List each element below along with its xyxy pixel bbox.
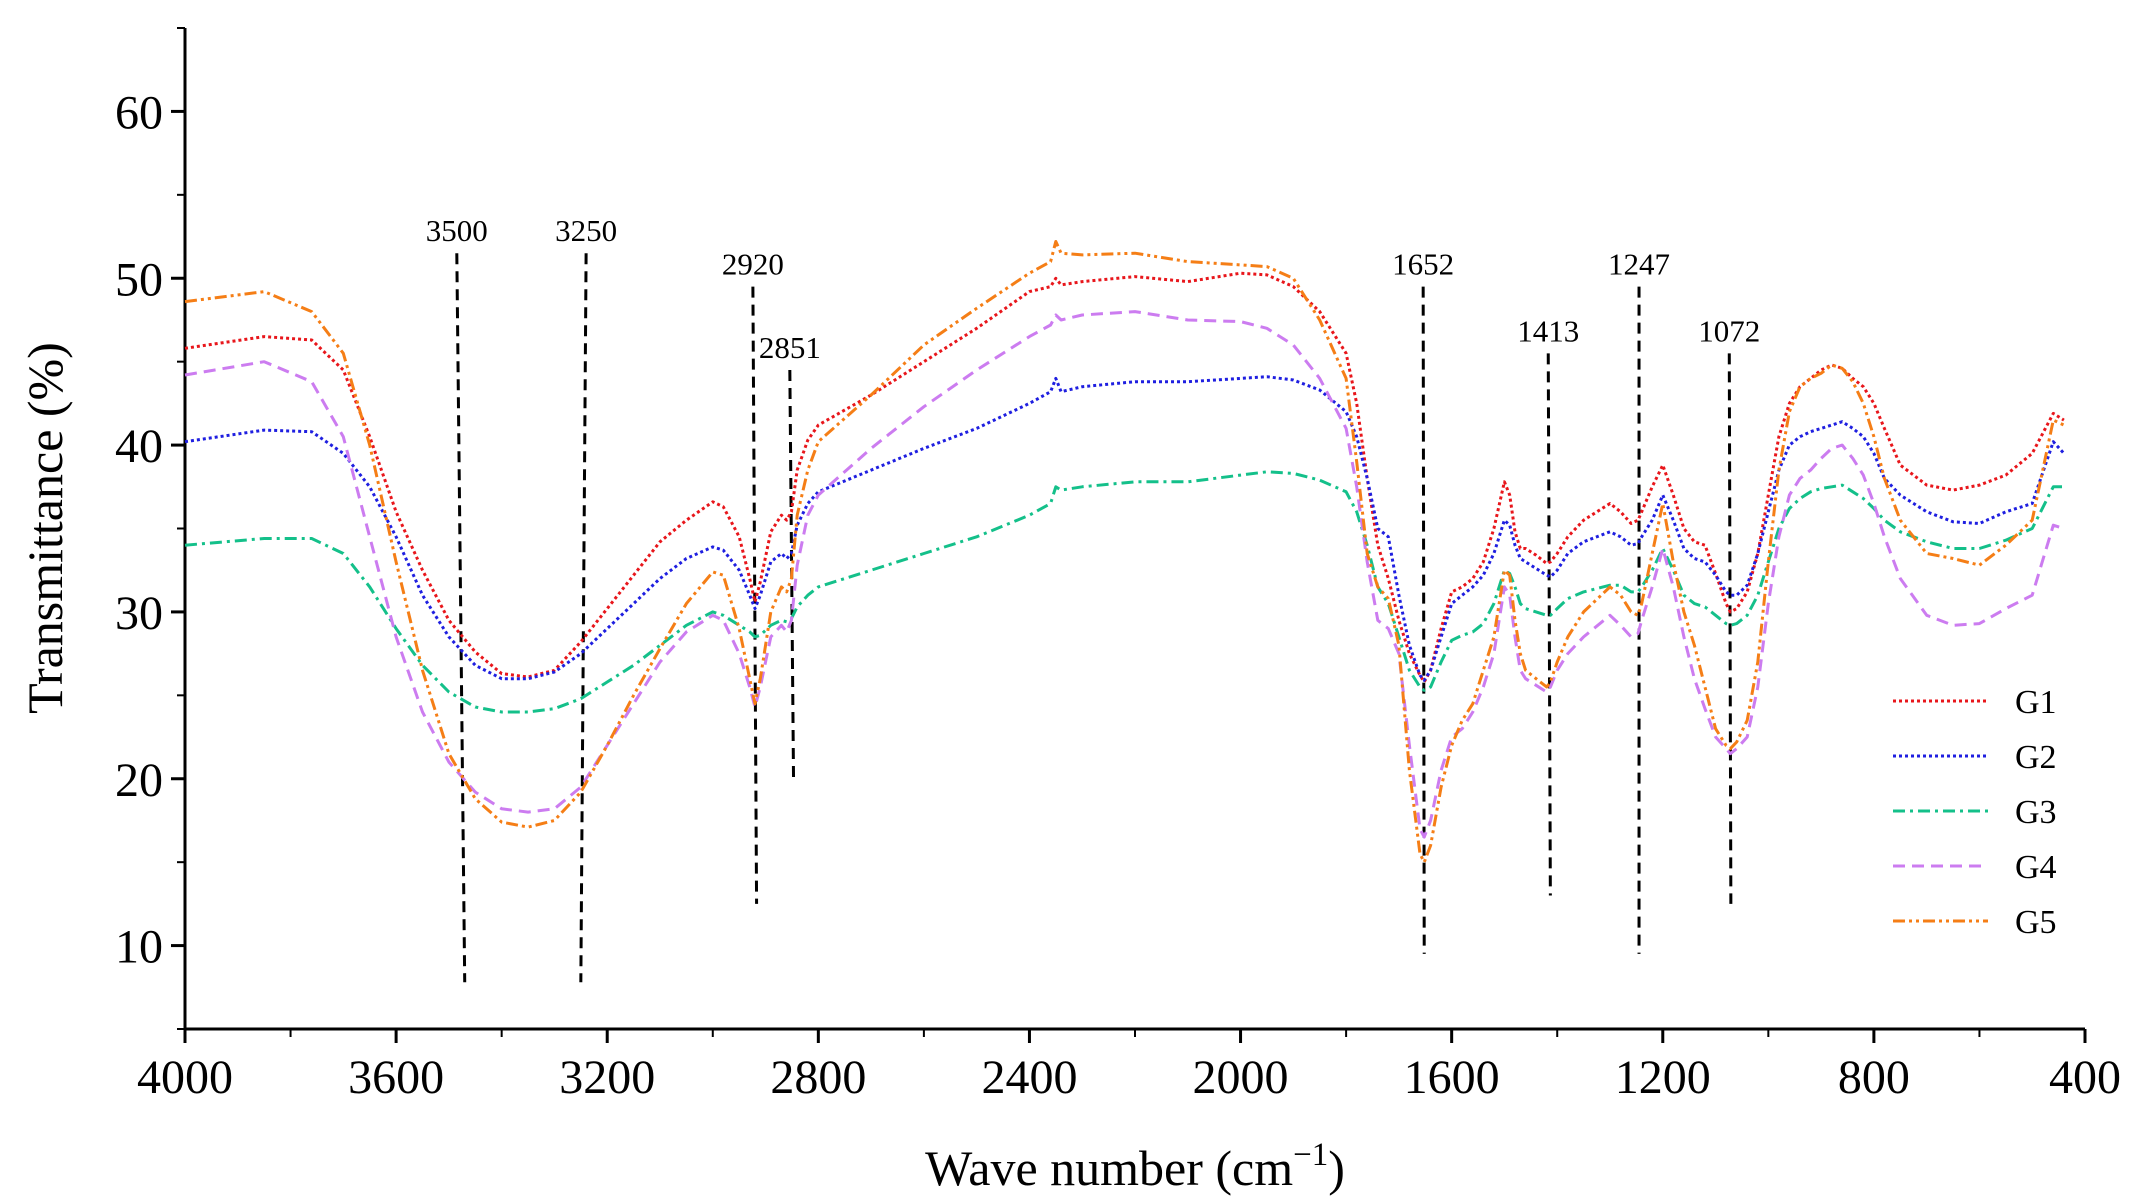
legend: G1 G2 G3 G4 G5 <box>1893 684 2057 941</box>
legend-label-g4: G4 <box>2015 849 2057 886</box>
y-tick-label-40: 40 <box>115 420 163 473</box>
annotation-line-3500 <box>455 253 467 983</box>
y-tick-label-50: 50 <box>115 253 163 306</box>
annotation-line-3250 <box>579 253 588 983</box>
y-ticks: 10 20 30 40 50 60 <box>115 27 185 1030</box>
peak-annotations: 3500 3250 2920 2851 1652 1413 1247 1072 <box>426 213 1760 983</box>
x-axis: 4000 3600 3200 2800 2400 2000 1600 1200 800 400 W… <box>137 1027 2121 1196</box>
x-tick-label-400: 400 <box>2049 1051 2121 1104</box>
annotation-label-2851: 2851 <box>759 330 821 365</box>
series-lines <box>184 240 2066 864</box>
annotation-line-2920 <box>751 286 759 904</box>
series-line-g1 <box>184 271 2065 684</box>
series-line-g2 <box>184 375 2066 682</box>
x-axis-title: Wave number (cm−1) <box>925 1137 1345 1196</box>
annotation-label-3250: 3250 <box>555 213 617 248</box>
legend-label-g5: G5 <box>2015 904 2057 941</box>
y-tick-label-30: 30 <box>115 587 163 640</box>
x-tick-label-1600: 1600 <box>1404 1051 1500 1104</box>
x-ticks: 4000 3600 3200 2800 2400 2000 1600 1200 800 400 <box>137 1029 2121 1104</box>
x-tick-label-4000: 4000 <box>137 1051 233 1104</box>
y-tick-label-20: 20 <box>115 754 163 807</box>
series-line-g3 <box>184 470 2064 714</box>
x-tick-label-800: 800 <box>1838 1051 1910 1104</box>
x-axis-title-superscript: −1 <box>1293 1137 1328 1173</box>
y-tick-label-10: 10 <box>115 921 163 974</box>
x-tick-label-3600: 3600 <box>348 1051 444 1104</box>
annotation-label-1072: 1072 <box>1698 313 1760 348</box>
annotation-line-1072 <box>1727 353 1733 904</box>
x-tick-label-3200: 3200 <box>559 1051 655 1104</box>
legend-label-g3: G3 <box>2015 794 2057 831</box>
annotation-label-1247: 1247 <box>1608 247 1670 282</box>
annotation-line-1652 <box>1421 286 1426 954</box>
y-tick-label-60: 60 <box>115 86 163 139</box>
x-tick-label-2400: 2400 <box>981 1051 1077 1104</box>
x-axis-title-close: ) <box>1328 1140 1345 1196</box>
series-line-g5 <box>184 240 2065 864</box>
annotation-label-1652: 1652 <box>1392 247 1454 282</box>
annotation-label-2920: 2920 <box>722 247 784 282</box>
legend-label-g2: G2 <box>2015 739 2057 776</box>
x-tick-label-2800: 2800 <box>770 1051 866 1104</box>
series-line-g4 <box>184 310 2065 839</box>
legend-label-g1: G1 <box>2015 684 2057 721</box>
annotation-line-1413 <box>1546 353 1552 896</box>
y-axis: 10 20 30 40 50 60 Transmittance (%) <box>17 27 187 1030</box>
x-tick-label-2000: 2000 <box>1193 1051 1289 1104</box>
x-tick-label-1200: 1200 <box>1615 1051 1711 1104</box>
x-axis-title-text: Wave number (cm <box>925 1140 1293 1196</box>
annotation-label-1413: 1413 <box>1517 313 1579 348</box>
y-axis-title: Transmittance (%) <box>17 342 73 714</box>
annotation-label-3500: 3500 <box>426 213 488 248</box>
